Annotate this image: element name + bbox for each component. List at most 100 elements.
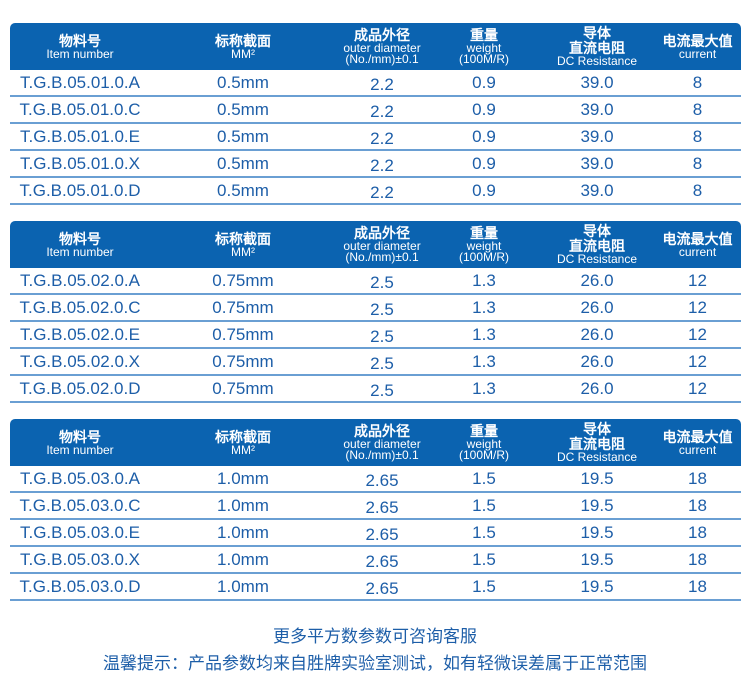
cell-weight: 1.3	[472, 378, 496, 398]
header-label: 电流最大值	[662, 230, 733, 247]
cell-item-number: T.G.B.05.01.0.D	[19, 180, 141, 200]
table-row: T.G.B.05.01.0.X 0.5mm 2.2 0.9 39.0 8	[10, 151, 741, 178]
table-row: T.G.B.05.01.0.C 0.5mm 2.2 0.9 39.0 8	[10, 97, 741, 124]
cell-cross-section: 0.5mm	[217, 99, 269, 119]
cell-outer-diameter: 2.65	[365, 497, 399, 517]
cell-item-number: T.G.B.05.02.0.D	[19, 378, 141, 398]
header-label: current	[678, 46, 717, 61]
header-label: current	[678, 244, 717, 259]
cell-current: 18	[688, 468, 707, 488]
cell-resistance: 19.5	[580, 468, 614, 488]
header-label: 直流电阻	[569, 238, 625, 254]
cell-outer-diameter: 2.5	[370, 299, 394, 319]
table-header: 物料号 Item number 标称截面 MM² 成品外径 outer diameter(…	[10, 221, 741, 268]
cell-weight: 1.5	[472, 549, 496, 569]
cell-resistance: 19.5	[580, 549, 614, 569]
cell-cross-section: 1.0mm	[217, 549, 269, 569]
header-label: 重量	[470, 225, 498, 241]
table-row: T.G.B.05.03.0.C 1.0mm 2.65 1.5 19.5 18	[10, 493, 741, 520]
table-row: T.G.B.05.03.0.E 1.0mm 2.65 1.5 19.5 18	[10, 520, 741, 547]
footer-more-info: 更多平方数参数可咨询客服	[273, 627, 477, 646]
table-header: 物料号 Item number 标称截面 MM² 成品外径 outer diameter(…	[10, 23, 741, 70]
cell-item-number: T.G.B.05.02.0.X	[19, 351, 140, 371]
cell-weight: 1.5	[472, 468, 496, 488]
cell-cross-section: 1.0mm	[217, 468, 269, 488]
header-label: 物料号	[59, 32, 101, 49]
cell-outer-diameter: 2.65	[365, 524, 399, 544]
cell-item-number: T.G.B.05.03.0.A	[19, 468, 140, 488]
header-label: 标称截面	[215, 428, 271, 445]
header-label: DC Resistance	[556, 450, 638, 464]
header-label: 物料号	[59, 230, 101, 247]
cell-outer-diameter: 2.2	[370, 101, 394, 121]
item-number-header: 物料号 Item number	[10, 428, 150, 456]
cross-section-header: 标称截面 MM²	[150, 428, 336, 457]
header-label: weight	[466, 437, 502, 451]
cell-weight: 1.3	[472, 324, 496, 344]
cell-weight: 1.3	[472, 351, 496, 371]
footer-notice: 温馨提示：产品参数均来自胜牌实验室测试，如有轻微误差属于正常范围	[103, 654, 647, 673]
header-label: MM²	[231, 442, 255, 457]
header-label: 标称截面	[215, 32, 271, 49]
table-row: T.G.B.05.02.0.C 0.75mm 2.5 1.3 26.0 12	[10, 295, 741, 322]
header-label: 物料号	[59, 428, 101, 445]
cell-resistance: 26.0	[580, 378, 614, 398]
cell-weight: 1.3	[472, 297, 496, 317]
cell-weight: 0.9	[472, 153, 496, 173]
header-label: 成品外径	[354, 27, 410, 43]
cell-weight: 1.5	[472, 522, 496, 542]
header-label: DC Resistance	[556, 54, 638, 68]
table-row: T.G.B.05.03.0.A 1.0mm 2.65 1.5 19.5 18	[10, 466, 741, 493]
cell-weight: 0.9	[472, 99, 496, 119]
cell-resistance: 26.0	[580, 324, 614, 344]
header-label: weight	[466, 41, 502, 55]
header-label: 电流最大值	[662, 32, 733, 49]
cell-current: 18	[688, 522, 707, 542]
cell-cross-section: 0.5mm	[217, 153, 269, 173]
header-label: (100M/R)	[458, 52, 509, 66]
cell-current: 8	[692, 99, 703, 119]
header-label: (No./mm)±0.1	[345, 448, 419, 462]
cell-cross-section: 0.75mm	[212, 378, 274, 398]
cell-current: 8	[692, 180, 703, 200]
weight-header: 重量 weight (100M/R)	[428, 424, 540, 462]
cell-weight: 1.5	[472, 495, 496, 515]
table-row: T.G.B.05.02.0.D 0.75mm 2.5 1.3 26.0 12	[10, 376, 741, 403]
cell-resistance: 39.0	[580, 72, 614, 92]
header-label: 电流最大值	[662, 428, 733, 445]
table-row: T.G.B.05.02.0.E 0.75mm 2.5 1.3 26.0 12	[10, 322, 741, 349]
outer-diameter-header: 成品外径 outer diameter (No./mm)±0.1	[336, 424, 428, 462]
resistance-header: 导体 直流电阻 DC Resistance	[540, 224, 654, 266]
cell-cross-section: 0.75mm	[212, 297, 274, 317]
cell-resistance: 39.0	[580, 153, 614, 173]
resistance-header: 导体 直流电阻 DC Resistance	[540, 25, 654, 68]
table-row: T.G.B.05.03.0.X 1.0mm 2.65 1.5 19.5 18	[10, 547, 741, 574]
cell-outer-diameter: 2.5	[370, 272, 394, 292]
cell-item-number: T.G.B.05.01.0.A	[19, 72, 140, 92]
cell-resistance: 39.0	[580, 180, 614, 200]
table-header: 物料号 Item number 标称截面 MM² 成品外径 outer diameter(…	[10, 419, 741, 466]
cell-item-number: T.G.B.05.02.0.A	[19, 270, 140, 290]
cell-cross-section: 0.5mm	[217, 180, 269, 200]
header-label: 直流电阻	[569, 40, 625, 56]
cell-current: 12	[688, 378, 707, 398]
cell-outer-diameter: 2.5	[370, 353, 394, 373]
header-label: outer diameter	[343, 239, 421, 253]
item-number-header: 物料号 Item number	[10, 230, 150, 258]
cell-item-number: T.G.B.05.02.0.E	[19, 324, 140, 344]
header-label: outer diameter	[343, 41, 421, 55]
spec-table: 物料号 Item number 标称截面 MM² 成品外径 outer diameter(…	[10, 23, 741, 205]
cell-current: 18	[688, 549, 707, 569]
cell-item-number: T.G.B.05.03.0.X	[19, 549, 140, 569]
header-label: MM²	[231, 244, 255, 259]
header-label: (100M/R)	[458, 448, 509, 462]
outer-diameter-header: 成品外径 outer diameter (No./mm)±0.1	[336, 226, 428, 264]
cell-current: 8	[692, 72, 703, 92]
cell-resistance: 39.0	[580, 126, 614, 146]
spec-table: 物料号 Item number 标称截面 MM² 成品外径 outer diameter(…	[10, 221, 741, 403]
header-label: Item number	[46, 46, 114, 61]
header-label: 导体	[583, 25, 611, 41]
cell-cross-section: 1.0mm	[217, 495, 269, 515]
table-row: T.G.B.05.02.0.A 0.75mm 2.5 1.3 26.0 12	[10, 268, 741, 295]
outer-diameter-header: 成品外径 outer diameter (No./mm)±0.1	[336, 27, 428, 66]
